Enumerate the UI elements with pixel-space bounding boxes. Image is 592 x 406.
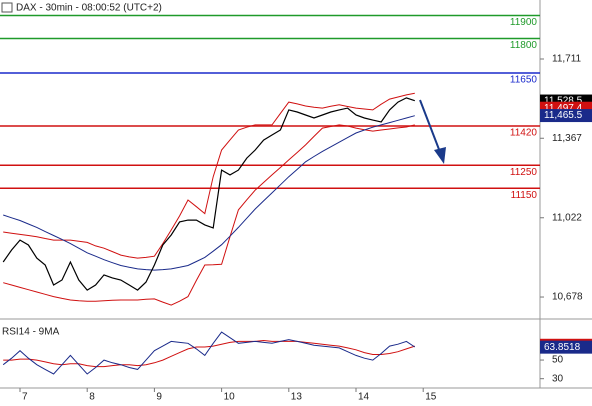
x-tick-label: 13 (291, 392, 303, 403)
x-tick-label: 14 (358, 392, 370, 403)
series-line (2, 97, 415, 291)
price-badge-label: 11,528.5 (544, 96, 583, 107)
price-badge (540, 109, 592, 123)
level-label: 11800 (510, 40, 538, 51)
y-tick-label: 11,367 (552, 133, 582, 144)
series-line (3, 115, 415, 271)
forecast-arrow (419, 99, 446, 164)
x-tick-label: 8 (89, 392, 95, 403)
chart-title: RSI14 - 9MA (2, 327, 60, 338)
series-line (3, 339, 415, 368)
level-label: 11250 (510, 167, 538, 178)
price-badge-label: 11,465.5 (544, 110, 583, 121)
level-label: 11650 (510, 75, 538, 86)
series-line (2, 331, 416, 375)
arrow-shaft (419, 99, 441, 153)
price-badge-label: 63.8518 (544, 342, 581, 353)
y-tick-label: 11,711 (552, 54, 582, 65)
x-tick-label: 15 (425, 392, 437, 403)
series-line (3, 92, 415, 259)
level-label: 11420 (510, 128, 538, 139)
chart-title: DAX - 30min - 08:00:52 (UTC+2) (16, 3, 162, 14)
plots: 7 8 9 10 13 14 15 10,678 11,022 11,367 11,711 11900… (0, 14, 592, 403)
y-tick-label: 30 (552, 373, 564, 384)
series-line (3, 124, 415, 306)
level-label: 11150 (511, 190, 538, 201)
price-badge (540, 340, 592, 354)
x-tick-label: 9 (156, 392, 162, 403)
y-tick-label: 10,678 (552, 292, 583, 303)
x-tick-label: 10 (224, 392, 236, 403)
level-label: 11900 (510, 17, 538, 28)
y-tick-label: 11,022 (552, 212, 582, 223)
y-tick-label: 50 (552, 355, 564, 366)
price-badge-label: 11,497.4 (544, 103, 583, 114)
icon (1, 2, 13, 13)
x-tick-label: 7 (22, 392, 28, 403)
arrow-head (434, 147, 446, 164)
